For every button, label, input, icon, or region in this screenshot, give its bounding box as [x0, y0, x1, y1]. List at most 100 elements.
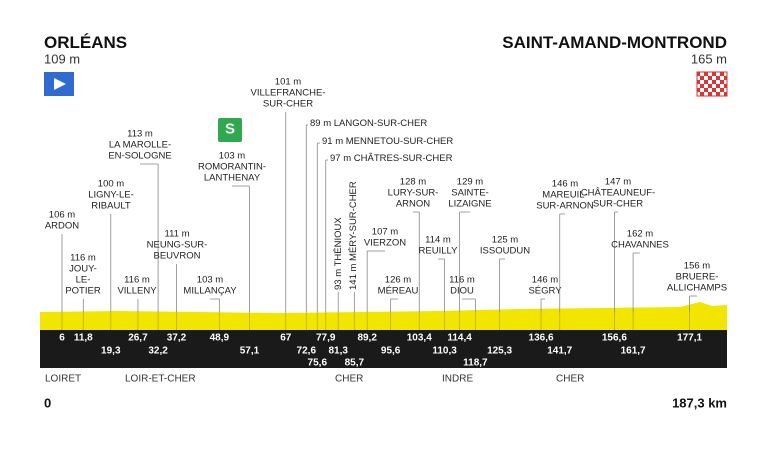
town: 93 m THÉNIOUX 81,3	[328, 217, 348, 357]
km-label: 72,6	[297, 345, 317, 356]
start-name: ORLÉANS	[44, 33, 127, 52]
region-label: LOIR-ET-CHER	[125, 373, 196, 384]
town-name: MÉREAU	[378, 285, 419, 296]
km-label: 125,3	[487, 345, 512, 356]
town-name: SUR-ARNON	[536, 200, 594, 211]
town-altitude: 103 m	[219, 150, 245, 161]
town-name: VILLEFRANCHE-	[251, 87, 326, 98]
town-name: MÉRY-SUR-CHER	[348, 181, 359, 261]
town-altitude: 93 m	[333, 269, 344, 290]
town-name: LANTHENAY	[204, 172, 261, 183]
town-name: NEUNG-SUR-	[147, 239, 208, 250]
start-altitude: 109 m	[44, 52, 80, 67]
town-altitude: 97 m	[330, 153, 351, 164]
town-name: LE-	[76, 274, 91, 285]
town-name: RIBAULT	[91, 200, 131, 211]
town-name: THÉNIOUX	[333, 217, 344, 267]
sprint-badge	[218, 118, 242, 142]
km-label: 161,7	[621, 345, 646, 356]
town-label: 91 m MENNETOU-SUR-CHER	[322, 136, 453, 147]
town-name: POTIER	[65, 285, 101, 296]
town-name: LIZAIGNE	[448, 198, 491, 209]
town-label: 93 m THÉNIOUX	[333, 217, 344, 290]
town-name: SUR-CHER	[263, 98, 313, 109]
town-altitude: 116 m	[124, 274, 150, 285]
town-name: VILLENY	[117, 285, 157, 296]
town-name: MAREUIL-	[542, 189, 587, 200]
km-label: 67	[280, 332, 292, 343]
region-label: LOIRET	[45, 373, 81, 384]
km-label: 89,2	[357, 332, 377, 343]
km-label: 11,8	[74, 332, 93, 343]
km-label: 103,4	[407, 332, 432, 343]
town-label: 141 m MÉRY-SUR-CHER	[348, 181, 359, 290]
town-altitude: 125 m	[492, 234, 518, 245]
km-label: 118,7	[463, 357, 488, 368]
km-label: 114,4	[447, 332, 472, 343]
km-label: 6	[59, 332, 65, 343]
town-altitude: 128 m	[400, 176, 426, 187]
town-name: ARNON	[396, 198, 430, 209]
town-name: MILLANÇAY	[183, 285, 237, 296]
region-label: CHER	[335, 373, 363, 384]
km-label: 156,6	[602, 332, 627, 343]
town-altitude: 107 m	[372, 226, 398, 237]
town-name: LA MAROLLE-	[109, 139, 171, 150]
town-name: BRUERE-	[676, 271, 719, 282]
town-name: REUILLY	[419, 245, 459, 256]
town-name: LIGNY-LE-	[88, 189, 134, 200]
km-label: 75,6	[308, 357, 328, 368]
town: 89 m LANGON-SUR-CHER 72,6	[297, 118, 428, 356]
town-altitude: 141 m	[348, 264, 359, 290]
km-label: 81,3	[328, 345, 348, 356]
start-km: 0	[44, 396, 51, 411]
region-label: INDRE	[442, 373, 473, 384]
town-name: SAINTE-	[451, 187, 488, 198]
town-name: LURY-SUR-	[388, 187, 439, 198]
finish-altitude: 165 m	[691, 52, 727, 67]
town-name: ALLICHAMPS	[667, 282, 727, 293]
finish-name: SAINT-AMAND-MONTROND	[502, 33, 727, 52]
town-label: 89 m LANGON-SUR-CHER	[310, 118, 427, 129]
town-altitude: 156 m	[684, 260, 710, 271]
town-altitude: 116 m	[449, 274, 475, 285]
profile-area	[40, 302, 727, 330]
town-label: 97 m CHÂTRES-SUR-CHER	[330, 153, 453, 164]
finish-flag	[696, 71, 728, 97]
town-altitude: 89 m	[310, 118, 331, 129]
town-altitude: 146 m	[532, 274, 558, 285]
town: 91 m MENNETOU-SUR-CHER 75,6	[308, 136, 454, 368]
town-altitude: 103 m	[197, 274, 223, 285]
town-name: BEUVRON	[154, 250, 201, 261]
km-label: 48,9	[210, 332, 230, 343]
town-name: VIERZON	[364, 237, 406, 248]
town-altitude: 126 m	[385, 274, 411, 285]
town-name: CHÂTEAUNEUF-	[581, 187, 655, 198]
town-name: CHAVANNES	[611, 239, 669, 250]
town-altitude: 111 m	[165, 228, 190, 239]
town-altitude: 147 m	[605, 176, 631, 187]
town-altitude: 129 m	[457, 176, 483, 187]
km-label: 110,3	[432, 345, 457, 356]
town-altitude: 113 m	[127, 128, 153, 139]
finish-km: 187,3 km	[672, 396, 727, 411]
town-name: EN-SOLOGNE	[108, 150, 171, 161]
km-label: 26,7	[128, 332, 148, 343]
start-flag	[44, 72, 74, 96]
km-label: 141,7	[547, 345, 572, 356]
